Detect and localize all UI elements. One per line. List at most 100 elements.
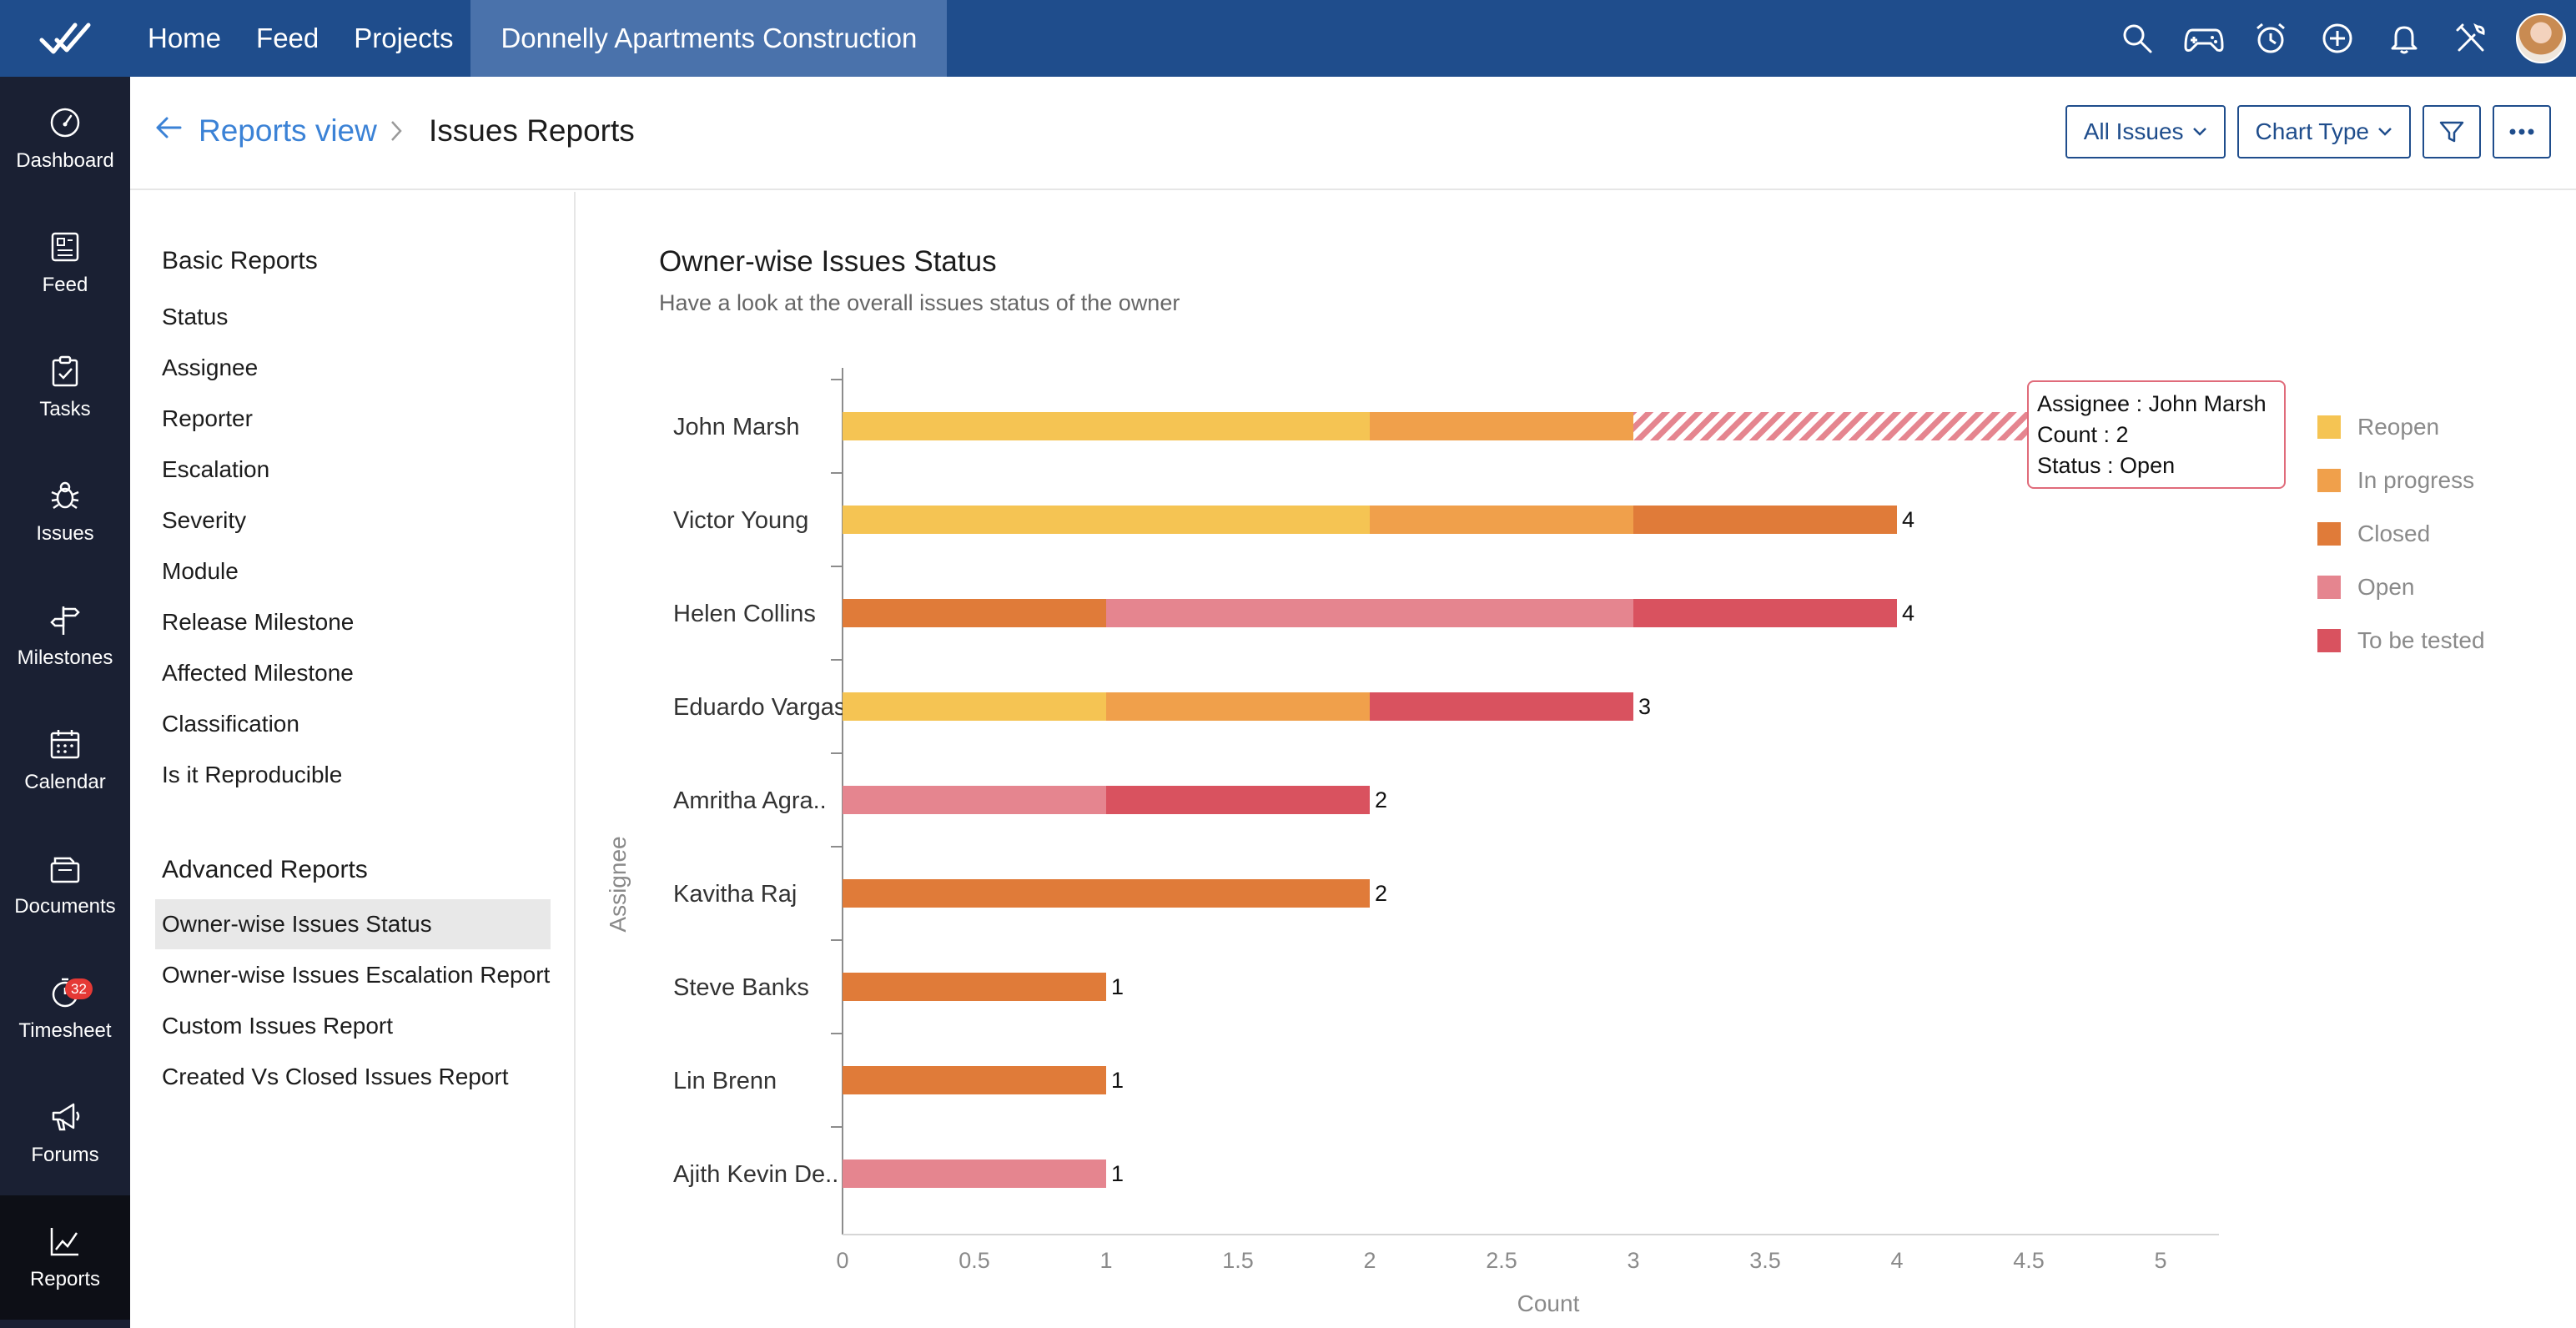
report-item-reporter[interactable]: Reporter [162,405,253,431]
megaphone-icon [52,1103,80,1130]
basic-reports-heading: Basic Reports [162,247,318,274]
current-project-tab[interactable]: Donnelly Apartments Construction [470,0,948,77]
all-issues-label: All Issues [2083,118,2184,144]
sidebar-item-tasks[interactable]: Tasks [0,325,130,450]
report-item-escalation[interactable]: Escalation [162,456,270,482]
legend-swatch [2317,576,2341,599]
nav-feed[interactable]: Feed [256,23,319,53]
legend-item[interactable]: Open [2317,561,2485,614]
timesheet-count-badge: 32 [65,978,93,999]
more-options-button[interactable] [2493,105,2551,158]
bar-segment [1633,599,1897,627]
sidebar-item-milestones[interactable]: Milestones [0,574,130,698]
sidebar-item-label: Timesheet [18,1019,112,1042]
x-tick-label: 2 [1363,1248,1376,1273]
y-category-label: Ajith Kevin De.. [673,1161,838,1188]
advanced-reports-heading: Advanced Reports [162,856,368,883]
search-icon[interactable] [2104,0,2171,77]
sidebar-item-reports[interactable]: Reports [0,1195,130,1320]
sidebar-item-feed[interactable]: Feed [0,201,130,325]
report-item-severity[interactable]: Severity [162,507,247,533]
all-issues-dropdown[interactable]: All Issues [2065,105,2226,158]
bar-segment [843,692,1106,721]
x-tick-label: 4 [1890,1248,1903,1273]
reports-icon [50,1227,78,1255]
legend-label: Reopen [2357,414,2440,440]
chart-title: Owner-wise Issues Status [659,245,997,278]
chart-type-dropdown[interactable]: Chart Type [2236,105,2411,158]
nav-projects[interactable]: Projects [354,23,454,53]
bar-segment [843,1066,1106,1094]
bar-segment [843,786,1106,814]
chevron-down-icon [2378,128,2392,136]
report-item-owner-wise-escalation[interactable]: Owner-wise Issues Escalation Report [162,962,551,988]
report-item-assignee[interactable]: Assignee [162,355,259,380]
bar-total-label: 3 [1638,694,1651,719]
calendar-icon [50,729,80,758]
report-item-owner-wise-issues-status[interactable]: Owner-wise Issues Status [155,899,551,949]
legend-label: Closed [2357,521,2431,546]
bar-segment [843,412,1370,440]
bar-segment [1633,506,1897,534]
x-tick-label: 0.5 [958,1248,990,1273]
top-navigation-bar: Home Feed Projects Donnelly Apartments C… [0,0,2576,77]
page-header: Reports view Issues Reports All Issues C… [130,77,2576,190]
app-logo-icon[interactable] [0,0,130,77]
chevron-down-icon [2192,128,2206,136]
tools-icon[interactable] [2438,0,2504,77]
report-item-status[interactable]: Status [162,304,229,329]
x-tick-label: 5 [2154,1248,2166,1273]
sidebar-item-dashboard[interactable]: Dashboard [0,77,130,201]
bar-segment [1370,412,1633,440]
page-title: Issues Reports [429,113,635,148]
bar-segment [843,879,1370,908]
plus-circle-icon[interactable] [2304,0,2371,77]
y-category-label: Eduardo Vargas [673,694,846,721]
sidebar-item-documents[interactable]: Documents [0,822,130,947]
report-item-affected-milestone[interactable]: Affected Milestone [162,660,354,686]
filter-button[interactable] [2423,105,2481,158]
x-tick-label: 1.5 [1222,1248,1254,1273]
dashboard-icon [50,108,80,137]
report-list-panel: Basic Reports Status Assignee Reporter E… [130,192,576,1328]
report-item-module[interactable]: Module [162,558,239,584]
chart-tooltip: Assignee : John Marsh Count : 2 Status :… [2027,380,2286,489]
chart-legend: Reopen In progress Closed Open To be tested [2317,400,2485,667]
sidebar-item-label: Documents [14,894,116,918]
sidebar-item-forums[interactable]: Forums [0,1071,130,1195]
nav-home[interactable]: Home [148,23,222,53]
gamepad-icon[interactable] [2171,0,2237,77]
report-item-classification[interactable]: Classification [162,711,299,737]
report-item-release-milestone[interactable]: Release Milestone [162,609,355,635]
y-category-label: Victor Young [673,507,808,534]
back-arrow-icon[interactable] [153,115,184,144]
breadcrumb-reports-view[interactable]: Reports view [199,113,377,148]
bar-total-label: 1 [1111,974,1124,999]
legend-item[interactable]: Reopen [2317,400,2485,454]
user-avatar[interactable] [2516,13,2566,63]
report-item-created-vs-closed[interactable]: Created Vs Closed Issues Report [162,1064,509,1089]
tooltip-status: Status : Open [2037,453,2176,478]
bell-icon[interactable] [2371,0,2438,77]
bar-total-label: 1 [1111,1068,1124,1093]
documents-icon [50,857,80,883]
legend-swatch [2317,629,2341,652]
legend-label: To be tested [2357,627,2485,653]
chevron-right-icon [389,118,404,148]
sidebar-item-label: Forums [31,1143,99,1166]
bar-segment [843,1159,1106,1188]
filter-icon [2439,121,2464,143]
legend-item[interactable]: In progress [2317,454,2485,507]
legend-item[interactable]: To be tested [2317,614,2485,667]
sidebar-item-issues[interactable]: Issues [0,450,130,574]
sidebar-item-timesheet[interactable]: 32 Timesheet [0,947,130,1071]
sidebar-item-calendar[interactable]: Calendar [0,698,130,822]
chart-subtitle: Have a look at the overall issues status… [659,290,1180,315]
tooltip-count: Count : 2 [2037,422,2129,447]
y-category-label: Lin Brenn [673,1068,777,1094]
sidebar-item-label: Dashboard [16,148,114,172]
report-item-is-it-reproducible[interactable]: Is it Reproducible [162,762,343,787]
legend-item[interactable]: Closed [2317,507,2485,561]
report-item-custom-issues[interactable]: Custom Issues Report [162,1013,393,1039]
alarm-icon[interactable] [2237,0,2304,77]
